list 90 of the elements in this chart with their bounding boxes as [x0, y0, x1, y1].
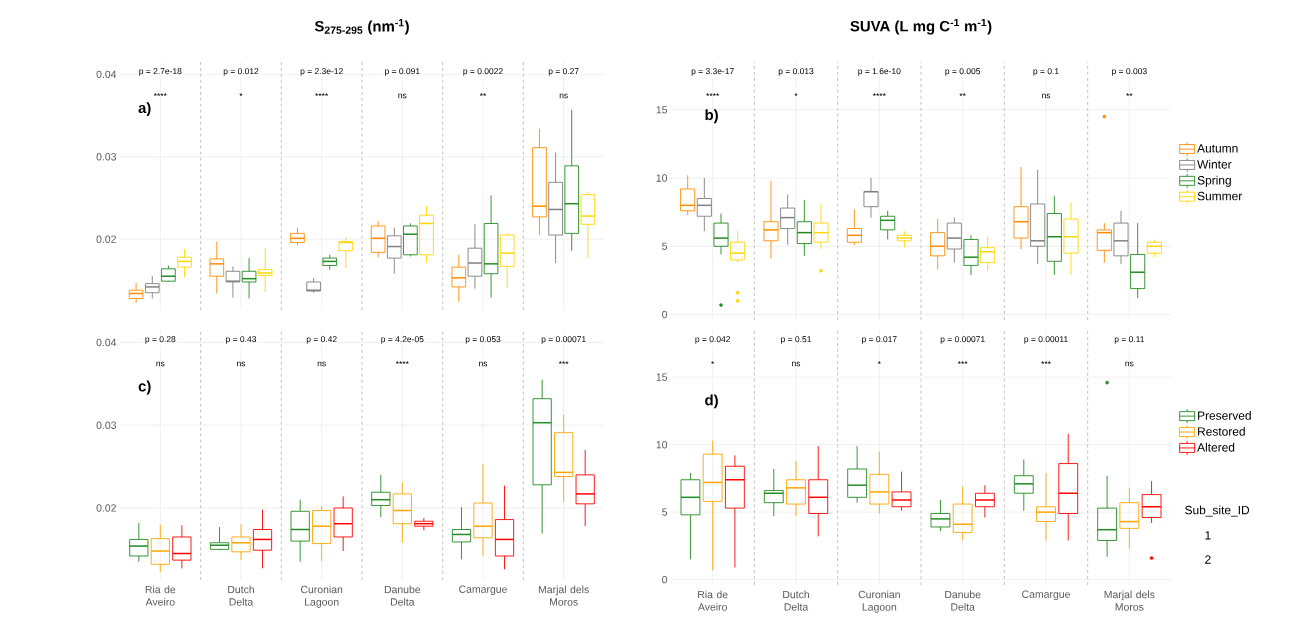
- annotation: ns: [792, 361, 801, 367]
- annotation: p = 0.51: [781, 336, 812, 344]
- legend-label: Summer: [1197, 191, 1243, 201]
- annotation: p = 0.042: [695, 336, 731, 344]
- x-tick-label: Curonian Lagoon: [300, 585, 343, 608]
- annotation: ns: [317, 361, 326, 367]
- annotation: ns: [479, 361, 488, 367]
- annotation: p = 0.28: [145, 336, 176, 344]
- x-tick-label: Marjal dels Moros: [1104, 590, 1155, 611]
- annotation: *: [711, 361, 715, 365]
- annotation: p = 0.11: [1114, 336, 1145, 344]
- annotation: ***: [558, 361, 569, 365]
- annotation: *: [794, 93, 798, 97]
- annotation: **: [959, 93, 966, 97]
- x-tick-label: Camargue: [1022, 590, 1070, 600]
- text: Sub_site_ID: [1185, 505, 1250, 517]
- x-tick-label: Dutch Delta: [783, 590, 809, 611]
- annotation: p = 0.003: [1112, 68, 1147, 76]
- annotation: ***: [1041, 361, 1051, 365]
- y-tick-label: 5: [662, 508, 668, 516]
- text: 2: [1205, 555, 1211, 564]
- annotation: d): [705, 394, 718, 409]
- x-tick-label: Camargue: [459, 585, 507, 595]
- annotation: p = 0.00071: [541, 336, 586, 344]
- y-tick-label: 10: [656, 174, 668, 182]
- annotation: p = 1.6e-10: [858, 68, 901, 76]
- x-tick-label: Curonian Lagoon: [858, 590, 900, 613]
- chart-title: S$_{275-295}$ (nm$^{-1}$): [314, 19, 409, 35]
- annotation: ****: [315, 93, 329, 97]
- annotation: p = 0.42: [306, 336, 337, 344]
- annotation: p = 0.0022: [463, 68, 503, 76]
- annotation: p = 4.2e-05: [381, 336, 424, 344]
- annotation: p = 0.00071: [940, 336, 985, 344]
- annotation: ns: [237, 361, 246, 367]
- annotation: p = 0.012: [223, 68, 259, 76]
- x-tick-label: Ria de Aveiro: [145, 585, 176, 606]
- y-tick-label: 0: [662, 310, 668, 319]
- y-tick-label: 15: [656, 373, 668, 381]
- legend-label: Spring: [1197, 175, 1231, 187]
- annotation: b): [705, 109, 718, 124]
- y-tick-label: 0: [662, 575, 668, 584]
- y-tick-label: 5: [662, 242, 668, 250]
- legend-label: Winter: [1197, 159, 1232, 169]
- y-tick-label: 0.04: [96, 70, 117, 79]
- annotation: p = 0.005: [945, 68, 981, 76]
- annotation: ns: [559, 93, 568, 99]
- y-tick-label: 10: [656, 440, 668, 449]
- annotation: p = 0.013: [778, 68, 814, 76]
- annotation: p = 3.3e-17: [691, 68, 734, 76]
- annotation: p = 0.00011: [1024, 336, 1068, 344]
- annotation: *: [239, 93, 243, 97]
- text: 1: [1205, 531, 1211, 540]
- annotation: p = 2.7e-18: [139, 68, 182, 76]
- annotation: ****: [872, 93, 886, 97]
- annotation: p = 0.27: [548, 68, 579, 76]
- legend-label: Restored: [1198, 426, 1245, 436]
- y-tick-label: 0.04: [96, 338, 117, 347]
- annotation: ns: [1042, 93, 1051, 99]
- annotation: **: [1126, 93, 1133, 97]
- y-tick-label: 0.03: [96, 153, 117, 161]
- annotation: a): [138, 102, 151, 117]
- y-tick-label: 0.02: [96, 504, 116, 512]
- legend-label: Autumn: [1197, 144, 1238, 153]
- x-tick-label: Danube Delta: [384, 585, 421, 606]
- chart-title: SUVA (L mg C$^{-1}$ m$^{-1}$): [850, 18, 992, 35]
- annotation: ****: [153, 93, 167, 97]
- annotation: c): [138, 380, 151, 395]
- legend-label: Altered: [1197, 442, 1235, 452]
- annotation: ****: [706, 93, 720, 97]
- annotation: ns: [1125, 361, 1134, 367]
- annotation: ns: [398, 93, 407, 99]
- annotation: **: [479, 93, 487, 97]
- x-tick-label: Marjal dels Moros: [538, 585, 589, 606]
- y-tick-label: 0.02: [96, 235, 116, 243]
- y-tick-label: 15: [656, 106, 668, 114]
- x-tick-label: Dutch Delta: [228, 585, 254, 606]
- annotation: p = 2.3e-12: [300, 68, 343, 76]
- annotation: p = 0.017: [862, 336, 897, 344]
- legend-label: Preserved: [1198, 411, 1251, 420]
- annotation: ***: [957, 361, 968, 365]
- annotation: ****: [395, 361, 409, 365]
- y-tick-label: 0.03: [96, 421, 117, 429]
- x-tick-label: Danube Delta: [945, 590, 981, 611]
- annotation: p = 0.43: [226, 336, 257, 344]
- annotation: *: [877, 361, 881, 365]
- annotation: ns: [156, 361, 165, 367]
- annotation: p = 0.091: [385, 68, 420, 76]
- annotation: p = 0.053: [465, 336, 501, 344]
- x-tick-label: Ria de Aveiro: [697, 590, 728, 611]
- annotation: p = 0.1: [1033, 68, 1059, 76]
